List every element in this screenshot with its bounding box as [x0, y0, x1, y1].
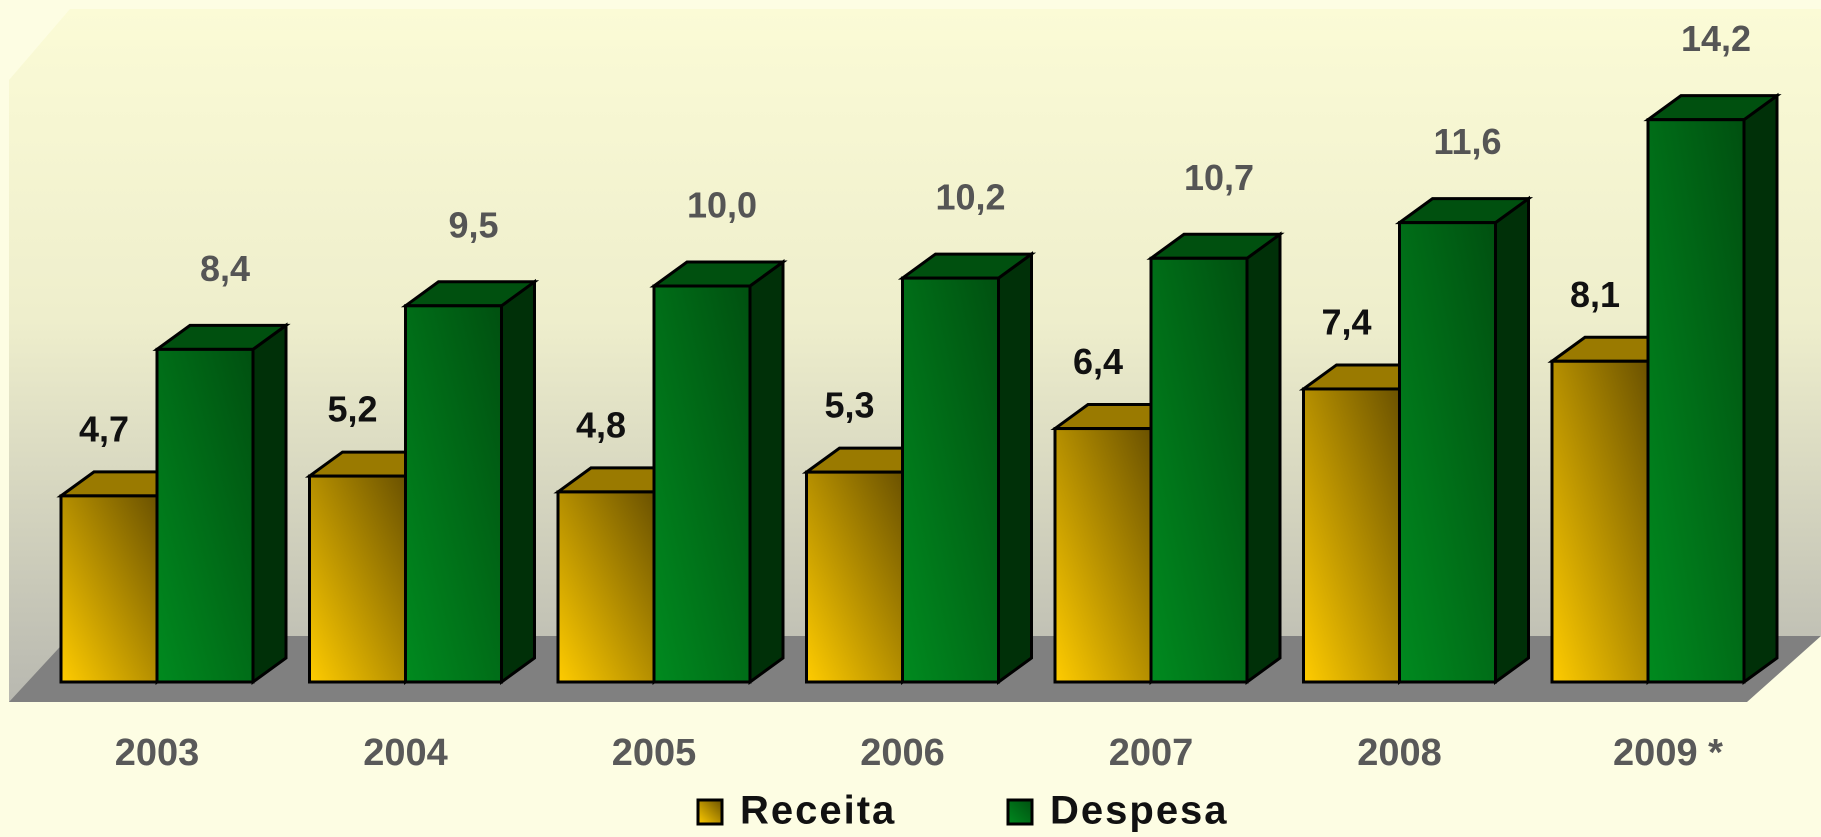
bar [400, 278, 540, 685]
bar [1643, 92, 1782, 685]
value-label: 11,6 [1433, 121, 1501, 162]
value-label: 4,8 [576, 404, 626, 445]
legend-swatch [1006, 798, 1034, 826]
value-label: 10,0 [687, 185, 757, 226]
value-label: 10,7 [1184, 157, 1254, 198]
value-label: 8,4 [200, 248, 250, 289]
value-label: 6,4 [1073, 341, 1123, 382]
value-label: 14,2 [1681, 18, 1751, 59]
x-tick-label: 2004 [363, 732, 448, 774]
bar [1394, 195, 1534, 685]
bar [897, 251, 1037, 685]
value-label: 7,4 [1321, 301, 1371, 342]
value-label: 5,2 [327, 389, 377, 430]
value-label: 4,7 [79, 408, 129, 449]
x-tick-label: 2009 * [1613, 732, 1723, 774]
bar [1146, 231, 1285, 685]
legend-label: Despesa [1050, 789, 1229, 833]
legend-swatch [696, 798, 724, 826]
x-tick-label: 2008 [1357, 732, 1442, 774]
x-tick-label: 2007 [1109, 732, 1194, 774]
value-label: 9,5 [448, 204, 498, 245]
x-tick-label: 2003 [115, 732, 200, 774]
value-label: 5,3 [824, 385, 874, 426]
x-tick-label: 2005 [612, 732, 697, 774]
bar [152, 322, 291, 685]
value-label: 8,1 [1570, 274, 1620, 315]
value-label: 10,2 [935, 177, 1005, 218]
x-tick-label: 2006 [860, 732, 945, 774]
legend-label: Receita [740, 789, 896, 833]
bar [649, 259, 788, 685]
